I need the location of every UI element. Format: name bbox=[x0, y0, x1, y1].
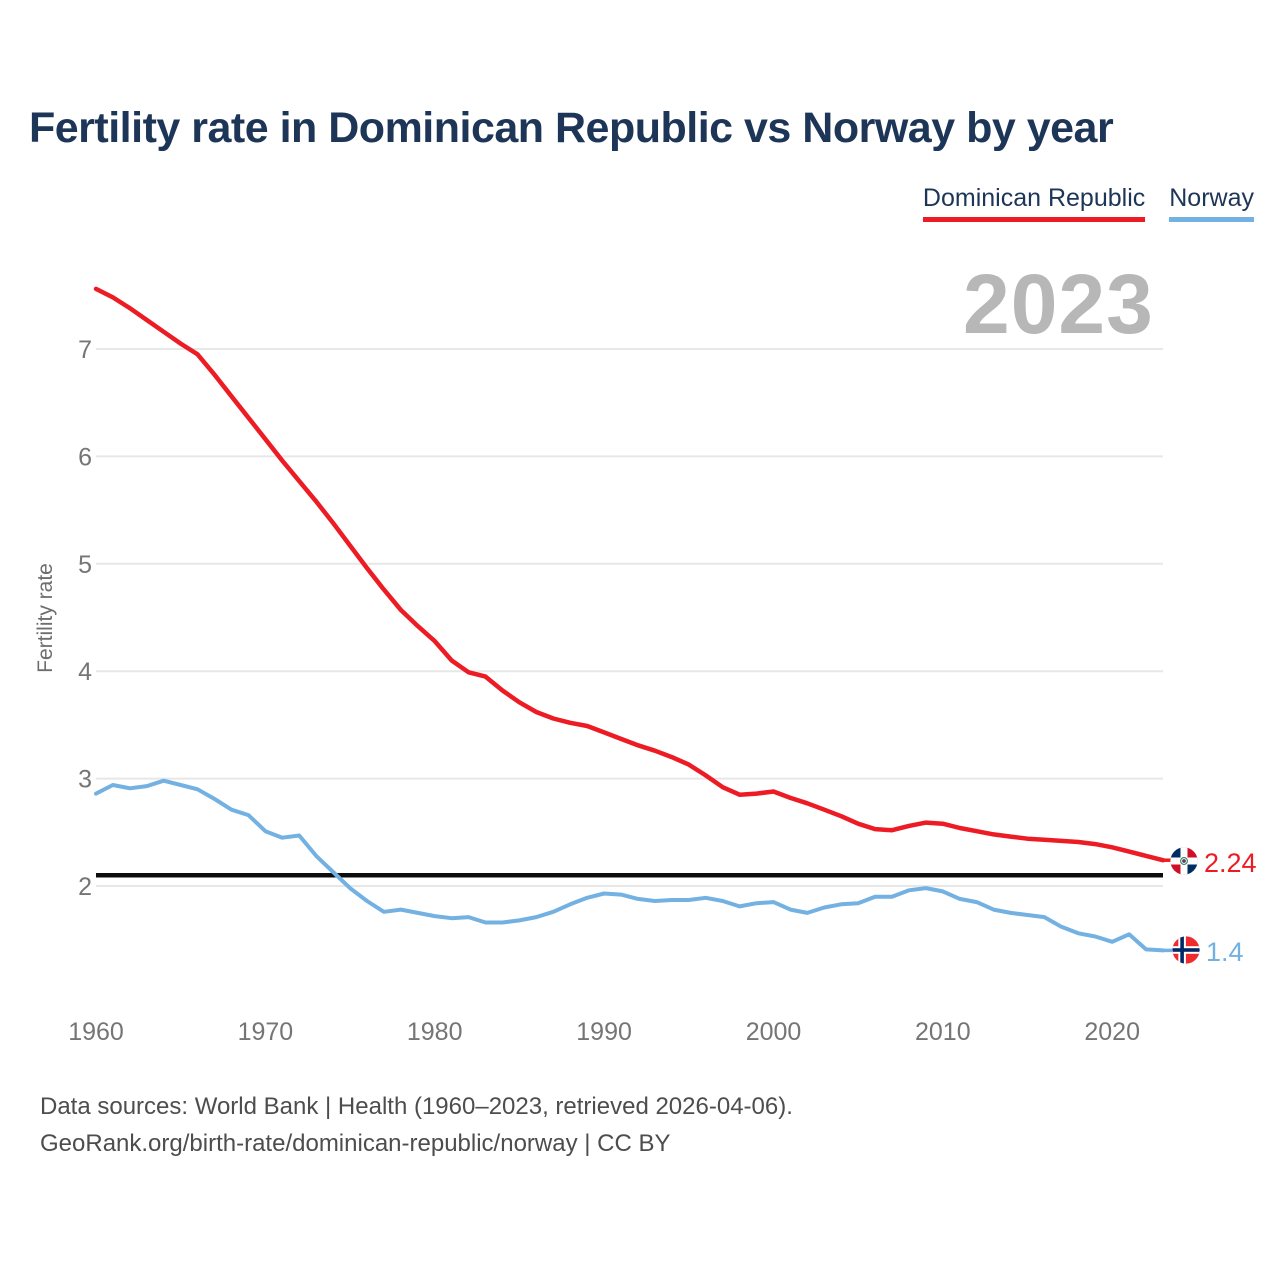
y-tick-label-3: 3 bbox=[78, 766, 92, 794]
watermark-year: 2023 bbox=[963, 257, 1154, 351]
x-tick-label-1960: 1960 bbox=[68, 1018, 124, 1046]
dominican-republic-current-value: 2.24 bbox=[1204, 848, 1257, 878]
x-tick-label-1990: 1990 bbox=[576, 1018, 632, 1046]
y-tick-label-2: 2 bbox=[78, 873, 92, 901]
page-title: Fertility rate in Dominican Republic vs … bbox=[29, 104, 1114, 152]
x-tick-label-2000: 2000 bbox=[746, 1018, 802, 1046]
x-tick-label-1970: 1970 bbox=[238, 1018, 294, 1046]
legend-item-norway[interactable]: Norway bbox=[1169, 184, 1254, 222]
x-tick-label-2020: 2020 bbox=[1084, 1018, 1140, 1046]
legend: Dominican Republic Norway bbox=[922, 184, 1254, 222]
y-tick-label-5: 5 bbox=[78, 551, 92, 579]
norway-line[interactable] bbox=[94, 778, 1165, 953]
y-tick-label-4: 4 bbox=[78, 658, 92, 686]
y-tick-label-6: 6 bbox=[78, 443, 92, 471]
x-tick-label-1980: 1980 bbox=[407, 1018, 463, 1046]
dominican-republic-line[interactable] bbox=[93, 286, 1166, 863]
norway-current-value: 1.4 bbox=[1206, 937, 1244, 967]
y-axis-title: Fertility rate bbox=[34, 563, 57, 673]
attribution: Data sources: World Bank | Health (1960–… bbox=[40, 1088, 793, 1162]
data-sources-line: Data sources: World Bank | Health (1960–… bbox=[40, 1093, 793, 1120]
dominican-republic-flag-icon bbox=[1170, 847, 1198, 875]
source-url-line: GeoRank.org/birth-rate/dominican-republi… bbox=[40, 1130, 671, 1157]
x-tick-label-2010: 2010 bbox=[915, 1018, 971, 1046]
legend-item-dominican-republic[interactable]: Dominican Republic bbox=[922, 184, 1146, 222]
y-tick-label-7: 7 bbox=[78, 336, 92, 364]
norway-flag-icon bbox=[1172, 936, 1200, 964]
